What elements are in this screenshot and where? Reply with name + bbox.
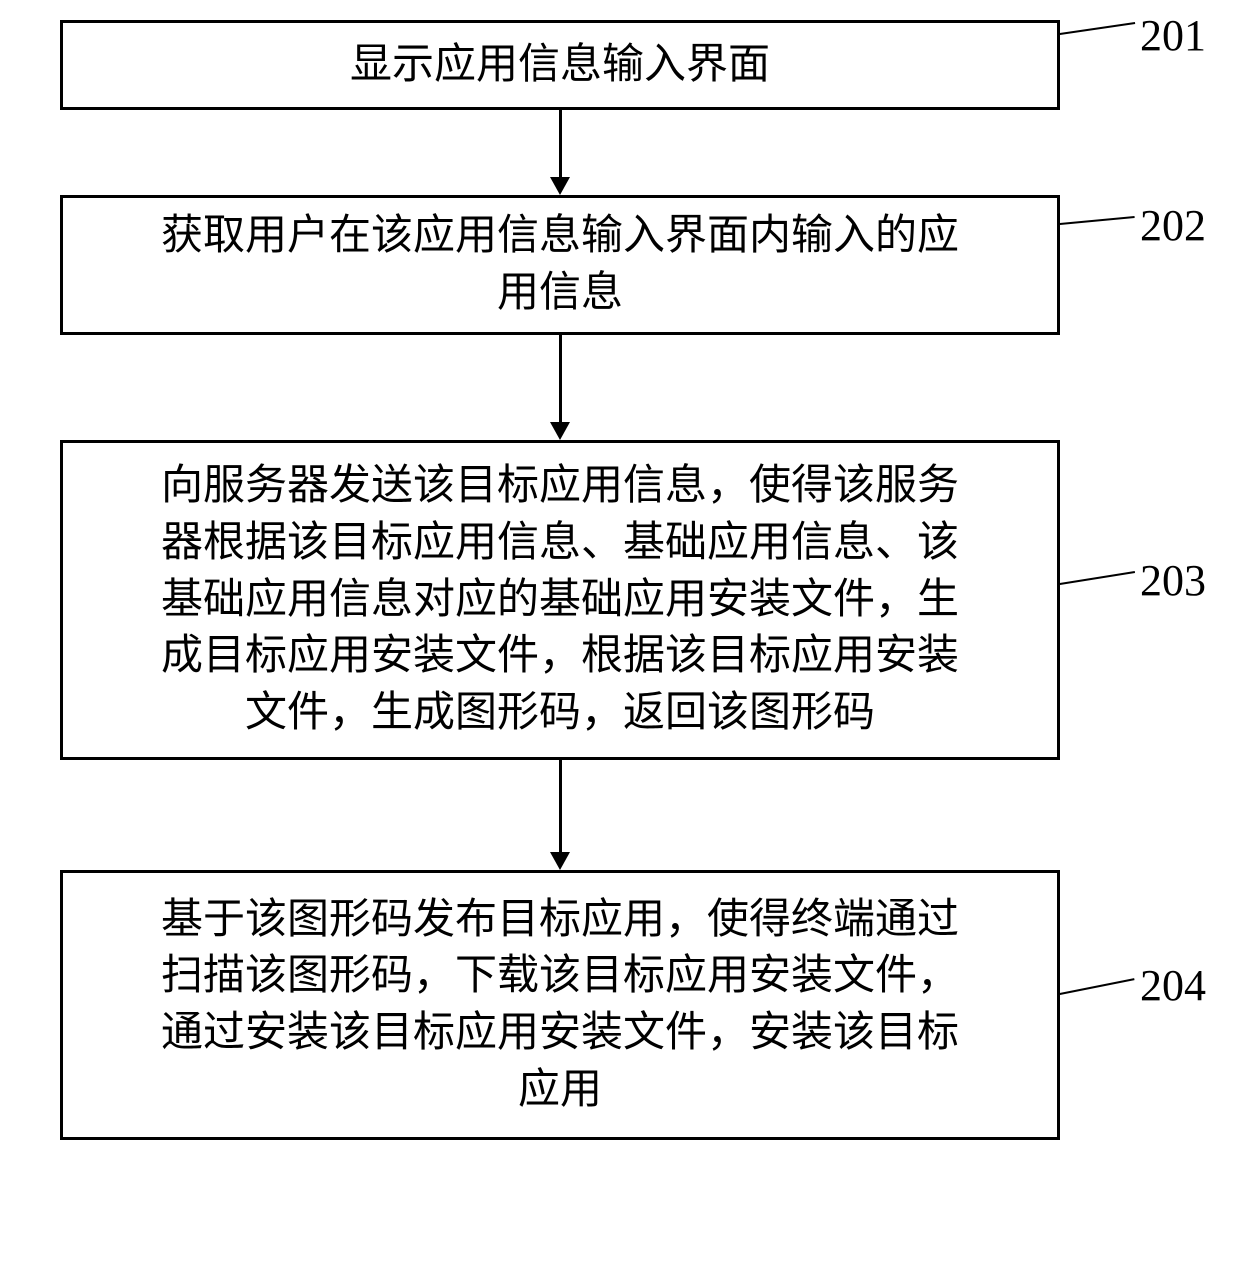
step-label-204: 204 [1140,960,1206,1011]
arrow-head-icon [550,852,570,870]
arrow-line [559,110,562,177]
leader-line [1060,22,1135,35]
flowchart-step-203: 向服务器发送该目标应用信息，使得该服务 器根据该目标应用信息、基础应用信息、该 … [60,440,1060,760]
arrow-head-icon [550,177,570,195]
leader-line [1060,216,1135,225]
flowchart-step-202: 获取用户在该应用信息输入界面内输入的应 用信息 [60,195,1060,335]
step-text: 获取用户在该应用信息输入界面内输入的应 用信息 [161,208,959,321]
leader-line [1060,571,1135,585]
step-label-202: 202 [1140,200,1206,251]
arrow-line [559,760,562,852]
flowchart-step-201: 显示应用信息输入界面 [60,20,1060,110]
flowchart-canvas: 显示应用信息输入界面 201 获取用户在该应用信息输入界面内输入的应 用信息 202 向… [0,0,1240,1284]
flowchart-step-204: 基于该图形码发布目标应用，使得终端通过 扫描该图形码，下载该目标应用安装文件， … [60,870,1060,1140]
step-text: 基于该图形码发布目标应用，使得终端通过 扫描该图形码，下载该目标应用安装文件， … [161,892,959,1119]
step-label-201: 201 [1140,10,1206,61]
arrow-head-icon [550,422,570,440]
leader-line [1060,978,1135,995]
step-text: 向服务器发送该目标应用信息，使得该服务 器根据该目标应用信息、基础应用信息、该 … [161,458,959,741]
step-label-203: 203 [1140,555,1206,606]
arrow-line [559,335,562,422]
step-text: 显示应用信息输入界面 [350,37,770,94]
